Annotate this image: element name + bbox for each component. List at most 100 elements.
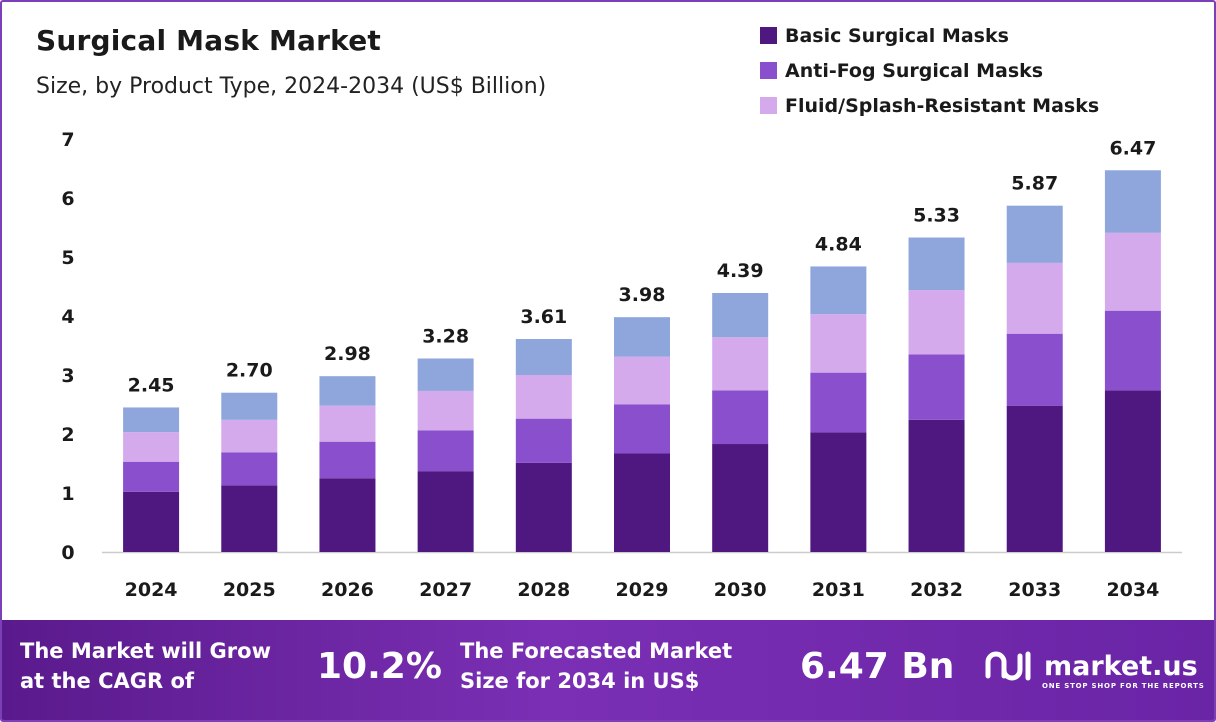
forecast-label-line1: The Forecasted Market [460,639,733,663]
bar-total-label: 4.84 [815,233,862,255]
bar-segment-other-2031 [810,266,867,315]
bar-segment-other-2030 [712,292,769,338]
chart-subtitle: Size, by Product Type, 2024-2034 (US$ Bi… [36,74,547,99]
bar-segment-antifog-2030 [712,390,769,445]
legend-swatch-fluid [760,97,777,114]
x-tick-label: 2025 [223,579,276,601]
bar-total-label: 6.47 [1109,137,1156,159]
bar-segment-antifog-2029 [614,404,670,454]
bar-segment-fluid-2025 [221,419,278,453]
bar-segment-antifog-2026 [319,441,376,479]
y-tick-label: 1 [61,483,74,505]
footer-banner: The Market will Grow at the CAGR of 10.2… [2,620,1214,720]
bar-segment-fluid-2026 [319,405,376,442]
bar-segment-fluid-2031 [810,314,867,373]
bar-segment-other-2029 [614,317,670,357]
y-tick-label: 2 [61,424,74,446]
bar-segment-basic-2031 [810,432,867,552]
bar-total-label: 3.28 [422,325,469,347]
bar-segment-fluid-2034 [1104,232,1161,311]
bar-segment-antifog-2028 [515,418,572,463]
bar-total-label: 2.70 [226,360,273,382]
bar-segment-fluid-2029 [614,356,670,405]
x-tick-label: 2024 [125,579,178,601]
x-tick-label: 2032 [910,579,963,601]
x-tick-label: 2028 [517,579,570,601]
chart-title: Surgical Mask Market [36,24,381,57]
x-tick-label: 2033 [1008,579,1061,601]
bar-segment-other-2032 [908,237,965,291]
cagr-value: 10.2% [317,646,442,687]
bar-segment-fluid-2027 [417,390,474,431]
y-tick-label: 3 [61,365,74,387]
bar-total-label: 3.61 [520,306,567,328]
legend-label-fluid: Fluid/Splash-Resistant Masks [785,94,1100,117]
brand-logo: market.us [984,646,1198,686]
x-tick-label: 2026 [321,579,374,601]
bar-segment-other-2026 [319,376,376,406]
x-tick-label: 2029 [616,579,669,601]
bar-segment-other-2028 [515,339,572,375]
y-tick-label: 4 [61,306,74,328]
y-tick-label: 0 [61,542,74,564]
bar-segment-antifog-2033 [1006,333,1063,406]
y-tick-label: 7 [61,129,74,151]
cagr-label: The Market will Grow at the CAGR of [20,636,271,696]
bar-segment-basic-2024 [123,491,180,552]
bar-segment-antifog-2025 [221,452,278,486]
legend-item-antifog: Anti-Fog Surgical Masks [760,53,1099,88]
bar-segment-other-2024 [123,407,180,433]
bar-segment-basic-2034 [1104,390,1161,552]
x-tick-label: 2034 [1106,579,1159,601]
bar-segment-basic-2032 [908,419,965,552]
market-us-logo-icon [985,651,1031,681]
bar-total-label: 3.98 [619,284,666,306]
bar-segment-basic-2029 [614,453,670,552]
cagr-label-line1: The Market will Grow [20,639,271,663]
bar-segment-fluid-2028 [515,375,572,419]
legend-item-fluid: Fluid/Splash-Resistant Masks [760,88,1099,123]
bar-segment-basic-2026 [319,478,376,552]
x-tick-label: 2030 [714,579,767,601]
bar-segment-antifog-2027 [417,430,474,472]
legend-label-antifog: Anti-Fog Surgical Masks [785,59,1044,82]
x-tick-label: 2027 [419,579,472,601]
bar-segment-basic-2027 [417,471,474,552]
legend-swatch-antifog [760,62,777,79]
bar-segment-antifog-2034 [1104,310,1161,391]
bar-segment-antifog-2031 [810,372,867,433]
bar-total-label: 2.98 [324,343,371,365]
y-tick-label: 6 [61,188,74,210]
bar-segment-other-2034 [1104,170,1161,233]
legend-item-basic: Basic Surgical Masks [760,18,1099,53]
legend-swatch-basic [760,27,777,44]
forecast-label-line2: Size for 2034 in US$ [460,669,700,693]
bar-segment-fluid-2030 [712,337,769,391]
bar-segment-basic-2033 [1006,405,1063,552]
legend: Basic Surgical Masks Anti-Fog Surgical M… [760,18,1099,123]
bar-total-label: 5.87 [1011,173,1058,195]
bar-segment-other-2033 [1006,205,1063,263]
brand-name: market.us [1044,650,1198,682]
legend-label-basic: Basic Surgical Masks [785,24,1009,47]
bar-segment-basic-2025 [221,485,278,552]
x-tick-label: 2031 [812,579,865,601]
forecast-value: 6.47 Bn [800,646,955,687]
bar-segment-antifog-2024 [123,461,180,492]
bar-total-label: 2.45 [128,374,175,396]
cagr-label-line2: at the CAGR of [20,669,195,693]
bar-segment-basic-2028 [515,462,572,552]
forecast-label: The Forecasted Market Size for 2034 in U… [460,636,732,696]
bar-segment-other-2025 [221,392,278,420]
stacked-bar-chart: 0 1 2 3 4 5 6 7 2.45 2024 2.70 2025 2.98 2026 3.28 2027… [61,129,1182,601]
bar-segment-fluid-2032 [908,290,965,355]
bar-segment-antifog-2032 [908,354,965,420]
bar-segment-basic-2030 [712,444,769,552]
bar-segment-fluid-2024 [123,432,180,462]
bar-total-label: 4.39 [717,260,764,282]
bar-segment-other-2027 [417,358,474,391]
bar-total-label: 5.33 [913,205,960,227]
bar-segment-fluid-2033 [1006,262,1063,334]
brand-tagline: ONE STOP SHOP FOR THE REPORTS [1042,682,1205,690]
